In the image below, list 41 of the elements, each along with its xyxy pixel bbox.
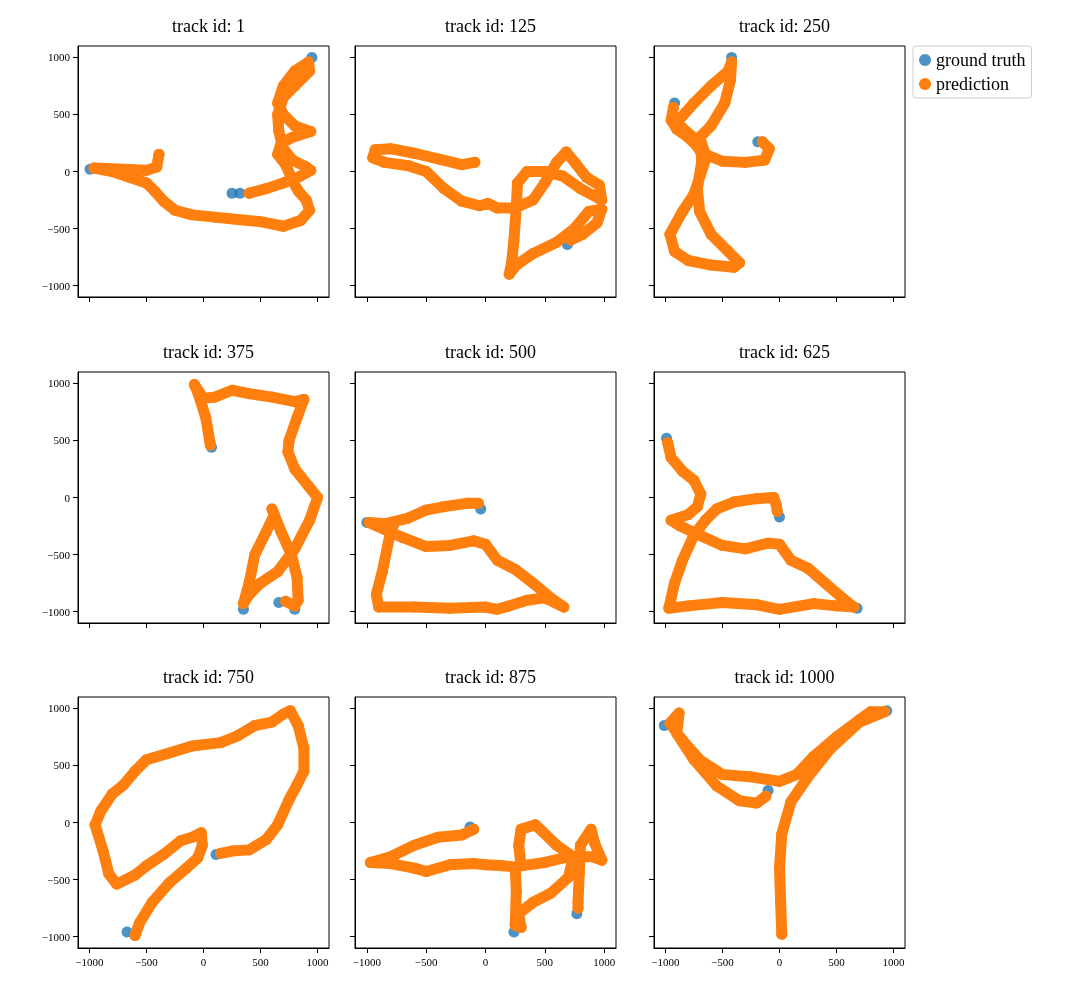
chart-title: track id: 250 [739, 16, 830, 36]
y-tick-label: 1000 [48, 702, 71, 715]
x-tick-label: 1000 [306, 955, 330, 968]
y-tick-label: 1000 [48, 377, 71, 390]
y-tick-label: 0 [64, 816, 71, 829]
x-tick-label: 500 [252, 955, 270, 968]
chart-title: track id: 625 [739, 342, 830, 362]
chart-title: track id: 750 [163, 667, 254, 687]
x-tick-label: −500 [414, 955, 439, 968]
y-tick-label: −500 [47, 548, 71, 561]
x-tick-label: −1000 [352, 955, 382, 968]
legend-label: prediction [936, 74, 1009, 94]
x-tick-label: −500 [135, 955, 159, 968]
y-tick-label: 500 [53, 759, 71, 772]
chart-title: track id: 875 [445, 667, 536, 687]
y-tick-label: −500 [47, 873, 71, 886]
x-tick-label: −1000 [651, 955, 680, 968]
y-tick-label: 1000 [48, 51, 71, 64]
y-tick-label: 500 [53, 434, 71, 447]
chart-title: track id: 1000 [734, 667, 835, 687]
x-tick-label: 500 [536, 955, 554, 968]
y-tick-label: 0 [64, 165, 71, 178]
y-tick-label: 500 [53, 108, 71, 121]
x-tick-label: 0 [776, 955, 783, 968]
y-tick-label: −500 [47, 222, 71, 235]
x-tick-label: −500 [711, 955, 735, 968]
legend-label: ground truth [936, 50, 1026, 70]
chart-title: track id: 375 [163, 342, 254, 362]
chart-title: track id: 500 [445, 342, 536, 362]
chart-title: track id: 1 [172, 16, 245, 36]
x-tick-label: 1000 [882, 955, 906, 968]
y-tick-label: −1000 [41, 930, 71, 943]
y-tick-label: −1000 [41, 279, 71, 292]
y-tick-label: −1000 [41, 605, 71, 618]
x-tick-label: −1000 [75, 955, 104, 968]
x-tick-label: 0 [482, 955, 489, 968]
y-tick-label: 0 [64, 491, 71, 504]
x-tick-label: 1000 [593, 955, 616, 968]
x-tick-label: 500 [828, 955, 846, 968]
x-tick-label: 0 [200, 955, 207, 968]
chart-title: track id: 125 [445, 16, 536, 36]
